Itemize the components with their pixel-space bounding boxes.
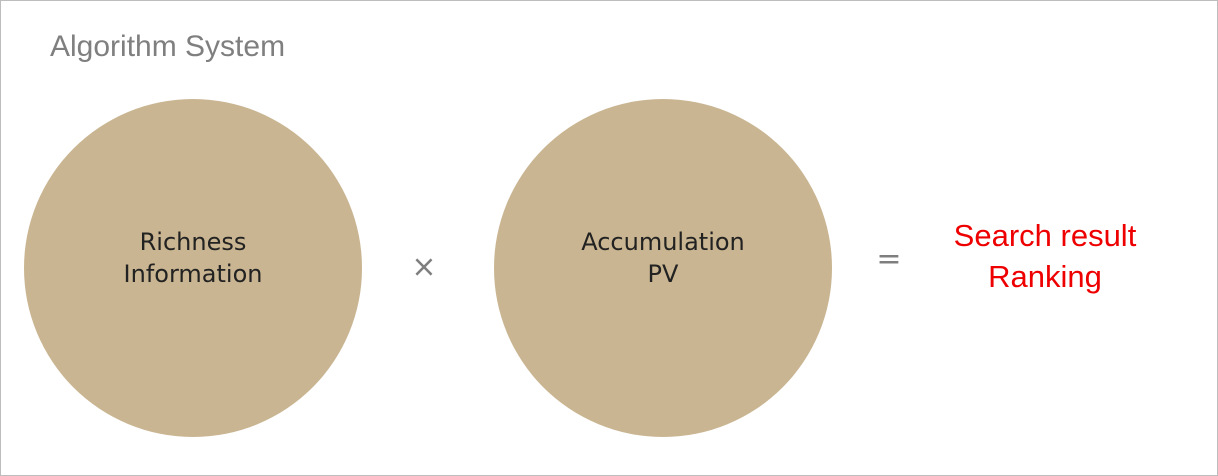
circle (494, 99, 832, 437)
title: Algorithm System (50, 30, 285, 63)
node-label: Accumulation (581, 228, 745, 256)
result: Search result (954, 218, 1137, 253)
operator: × (411, 250, 436, 285)
circle (24, 99, 362, 437)
result: Ranking (988, 259, 1102, 294)
node-label: PV (648, 260, 679, 288)
node-label: Information (124, 260, 263, 288)
operator: = (876, 242, 901, 277)
node-label: Richness (140, 228, 247, 256)
